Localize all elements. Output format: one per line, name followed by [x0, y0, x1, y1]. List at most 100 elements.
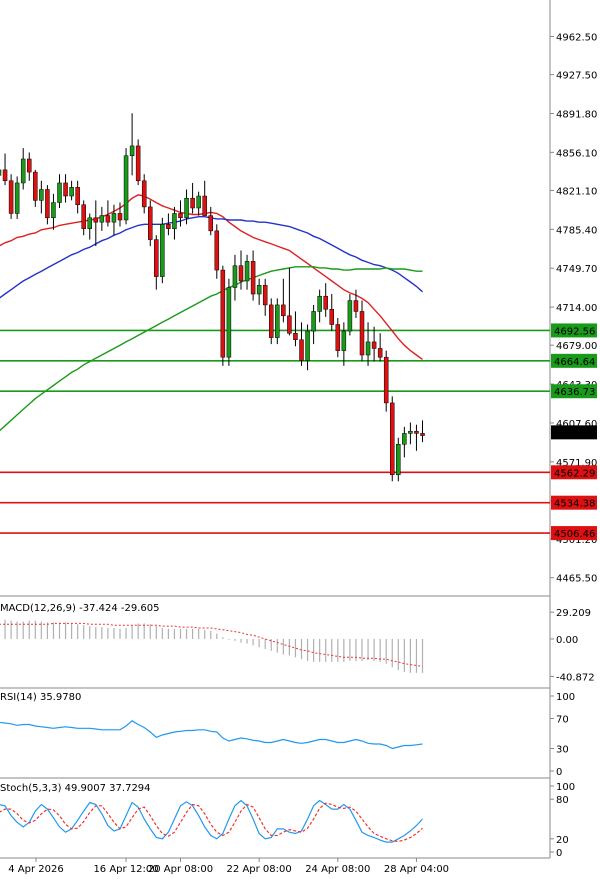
rsi-tick-label: 70 — [556, 715, 569, 726]
time-tick-label: 20 Apr 08:00 — [148, 864, 213, 875]
candle-bear — [220, 269, 226, 358]
price-tick-label: 4571.90 — [556, 458, 597, 469]
candle-bull — [129, 145, 135, 156]
candle-bear — [117, 213, 123, 221]
price-tick-label: 4856.10 — [556, 148, 597, 159]
candle-bull — [196, 195, 201, 209]
candle-bull — [311, 311, 316, 332]
macd-tick-label: 0.00 — [556, 635, 578, 646]
candle-bear — [148, 206, 153, 240]
candle-bull — [69, 187, 74, 197]
price-tick-label: 4501.20 — [556, 535, 597, 546]
grid-layer — [0, 0, 551, 859]
last-price-tag — [551, 425, 597, 440]
candle-bear — [390, 402, 395, 476]
candle-bear — [353, 300, 359, 312]
candle-bear — [27, 158, 32, 173]
time-tick-label: 4 Apr 2026 — [8, 864, 63, 875]
candle-bear — [208, 215, 213, 232]
candle-bull — [0, 169, 2, 176]
price-tick-label: 4785.40 — [556, 225, 597, 236]
candle-bull — [184, 197, 189, 219]
candle-bear — [202, 195, 207, 216]
candle-bear — [190, 197, 195, 209]
candle-bear — [178, 213, 183, 219]
candle-bear — [81, 204, 86, 229]
candle-bear — [414, 430, 419, 434]
candle-bear — [33, 171, 38, 201]
candle-bear — [359, 311, 365, 356]
candle-bull — [347, 300, 353, 332]
candle-bear — [8, 180, 14, 214]
candle-bull — [51, 202, 56, 219]
candle-bull — [305, 330, 310, 361]
candle-bear — [238, 265, 244, 282]
stoch-tick-label: 0 — [556, 848, 562, 859]
stoch-title: Stoch(5,3,3) 49.9007 37.7294 — [0, 783, 151, 794]
level-tag-label: 4506.46 — [554, 529, 595, 540]
price-tick-label: 4607.60 — [556, 419, 597, 430]
candle-bear — [75, 187, 80, 205]
level-tag-resistance — [551, 353, 597, 368]
level-tag-label: 4636.73 — [554, 387, 595, 398]
candle-bear — [135, 145, 141, 182]
candle-bull — [275, 304, 280, 338]
level-tag-support — [551, 465, 597, 480]
candle-bear — [323, 295, 328, 310]
candle-bear — [293, 332, 298, 341]
candle-bull — [226, 287, 232, 358]
candle-bull — [57, 182, 62, 203]
candle-bear — [335, 324, 341, 351]
time-tick-label: 16 Apr 12:00 — [93, 864, 158, 875]
price-tags-layer: 4692.56 4664.64 4636.73 4562.29 4534.38 4506.… — [551, 323, 597, 541]
candle-bear — [214, 230, 220, 271]
rsi-tick-label: 0 — [556, 767, 562, 778]
time-tick-label: 24 Apr 08:00 — [305, 864, 370, 875]
candle-bull — [111, 213, 117, 223]
time-tick-label: 22 Apr 08:00 — [227, 864, 292, 875]
candle-bear — [371, 341, 377, 349]
candle-bull — [317, 295, 322, 312]
level-tag-label: 4562.29 — [554, 468, 595, 479]
last-price-label: 4598.97 — [554, 428, 595, 439]
candle-bear — [154, 239, 159, 277]
candle-bull — [402, 433, 407, 445]
candle-bull — [396, 444, 401, 476]
candle-bear — [329, 309, 334, 325]
candle-bear — [166, 224, 171, 229]
candle-bull — [123, 155, 129, 221]
candle-bull — [160, 224, 165, 277]
rsi-line — [0, 720, 423, 750]
price-tick-label: 4962.50 — [556, 33, 597, 44]
candle-bull — [99, 215, 105, 223]
candle-bear — [299, 339, 304, 361]
candle-bull — [20, 158, 26, 184]
candle-bear — [93, 217, 99, 223]
price-tick-label: 4821.10 — [556, 186, 597, 197]
candle-bear — [377, 348, 383, 358]
candle-bear — [383, 356, 389, 404]
candle-bear — [287, 315, 292, 334]
candle-bear — [105, 215, 111, 223]
stoch-tick-label: 80 — [556, 795, 569, 806]
candle-bull — [232, 265, 238, 288]
candle-bull — [365, 341, 371, 356]
candle-bear — [141, 180, 147, 208]
candle-bear — [262, 285, 268, 306]
moving-average-line — [0, 266, 423, 432]
candle-bull — [39, 189, 44, 201]
candle-bear — [420, 433, 425, 436]
axis-layer: 4962.50 4927.50 4891.80 4856.10 4821.10 4785.… — [8, 33, 597, 876]
level-tag-support — [551, 526, 597, 541]
price-tick-label: 4891.80 — [556, 109, 597, 120]
price-tick-label: 4465.50 — [556, 574, 597, 585]
rsi-tick-label: 30 — [556, 745, 569, 756]
level-tag-label: 4534.38 — [554, 499, 595, 510]
candle-bull — [172, 213, 177, 229]
candle-bull — [244, 261, 250, 282]
candle-bull — [256, 285, 262, 295]
stoch-tick-label: 100 — [556, 782, 575, 793]
macd-panel: MACD(12,26,9) -37.424 -29.605 29.209 0.00 -… — [0, 603, 595, 683]
